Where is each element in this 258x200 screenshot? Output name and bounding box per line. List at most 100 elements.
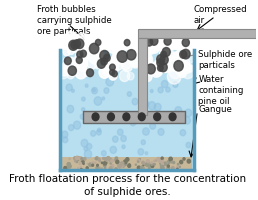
Circle shape <box>160 48 169 59</box>
Circle shape <box>76 57 82 63</box>
Circle shape <box>92 162 94 165</box>
Circle shape <box>103 164 106 166</box>
Circle shape <box>132 98 138 105</box>
Circle shape <box>178 163 179 165</box>
Circle shape <box>67 71 74 79</box>
Circle shape <box>154 67 162 75</box>
Circle shape <box>184 117 190 124</box>
Circle shape <box>59 63 70 76</box>
Circle shape <box>92 37 104 52</box>
Circle shape <box>169 65 181 79</box>
Circle shape <box>175 60 188 75</box>
Circle shape <box>94 97 102 105</box>
Circle shape <box>109 71 117 80</box>
Circle shape <box>173 38 179 44</box>
Circle shape <box>103 164 106 167</box>
Circle shape <box>168 27 182 42</box>
Circle shape <box>127 72 134 80</box>
Circle shape <box>123 48 133 60</box>
Circle shape <box>122 145 125 149</box>
Circle shape <box>163 56 169 62</box>
Circle shape <box>64 31 77 46</box>
Circle shape <box>136 116 139 119</box>
Circle shape <box>75 50 86 63</box>
Circle shape <box>78 46 90 60</box>
Circle shape <box>89 163 92 166</box>
Circle shape <box>137 166 140 169</box>
Circle shape <box>131 31 138 39</box>
Circle shape <box>74 121 81 129</box>
Circle shape <box>145 54 151 61</box>
Circle shape <box>97 59 105 68</box>
Circle shape <box>138 104 143 109</box>
Circle shape <box>106 60 119 74</box>
Circle shape <box>154 160 155 162</box>
Circle shape <box>177 168 178 170</box>
Circle shape <box>75 161 76 162</box>
Circle shape <box>162 167 164 169</box>
Circle shape <box>70 167 71 168</box>
Circle shape <box>162 163 163 165</box>
Circle shape <box>156 37 166 49</box>
Circle shape <box>128 37 140 51</box>
Circle shape <box>158 57 170 69</box>
Circle shape <box>84 158 86 160</box>
Circle shape <box>171 161 172 163</box>
Circle shape <box>66 34 74 44</box>
Circle shape <box>92 113 99 121</box>
Circle shape <box>143 165 144 166</box>
Circle shape <box>180 57 190 68</box>
Circle shape <box>110 70 115 75</box>
Circle shape <box>99 160 100 162</box>
Circle shape <box>70 165 71 167</box>
Circle shape <box>142 110 146 114</box>
Circle shape <box>66 84 72 91</box>
Circle shape <box>104 54 110 62</box>
Circle shape <box>99 159 100 160</box>
Circle shape <box>107 40 119 53</box>
Circle shape <box>159 160 161 162</box>
Circle shape <box>115 157 118 160</box>
Circle shape <box>141 77 147 83</box>
Circle shape <box>129 164 130 165</box>
Circle shape <box>90 43 99 54</box>
Circle shape <box>157 59 164 67</box>
Circle shape <box>111 165 114 168</box>
Circle shape <box>126 158 129 161</box>
Circle shape <box>130 55 142 68</box>
Circle shape <box>150 123 156 129</box>
Circle shape <box>148 39 155 47</box>
Circle shape <box>155 37 167 50</box>
Circle shape <box>145 152 148 155</box>
Circle shape <box>68 66 76 75</box>
Circle shape <box>76 58 87 71</box>
Text: Froth floatation process for the concentration
of sulphide ores.: Froth floatation process for the concent… <box>9 174 246 197</box>
Circle shape <box>147 163 149 165</box>
Circle shape <box>168 167 170 168</box>
Circle shape <box>76 156 79 160</box>
Circle shape <box>179 28 191 43</box>
Circle shape <box>169 157 172 161</box>
Circle shape <box>78 167 79 169</box>
Circle shape <box>82 56 88 63</box>
Circle shape <box>111 160 113 162</box>
Circle shape <box>81 160 84 163</box>
Circle shape <box>139 159 140 160</box>
Circle shape <box>93 50 100 59</box>
Circle shape <box>180 160 183 164</box>
Circle shape <box>149 35 161 49</box>
Circle shape <box>131 41 142 53</box>
Bar <box>83 111 186 123</box>
Circle shape <box>75 66 87 79</box>
Circle shape <box>115 168 117 170</box>
Circle shape <box>149 37 157 47</box>
Circle shape <box>95 158 96 159</box>
Circle shape <box>174 61 183 71</box>
Circle shape <box>186 142 191 148</box>
Circle shape <box>158 87 163 93</box>
Circle shape <box>160 55 168 64</box>
Circle shape <box>80 167 81 168</box>
Circle shape <box>104 158 107 161</box>
Text: Froth bubbles
carrying sulphide
ore particals: Froth bubbles carrying sulphide ore part… <box>37 5 112 36</box>
Circle shape <box>150 90 153 93</box>
